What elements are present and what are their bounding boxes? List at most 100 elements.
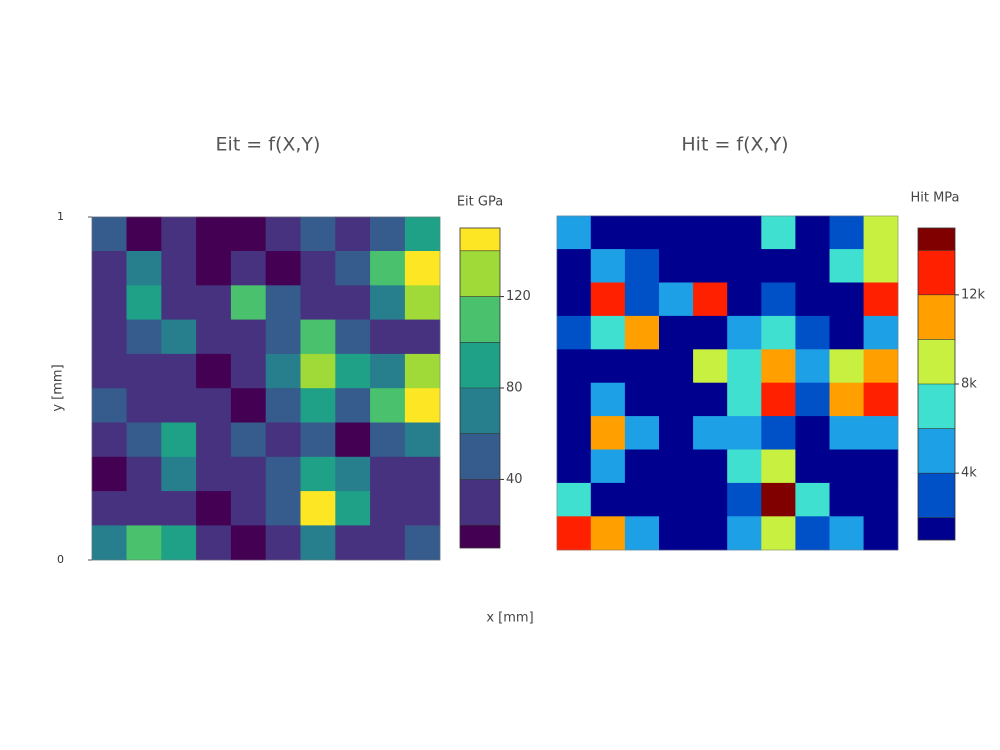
contour-cell [727,516,762,551]
contour-cell [829,382,865,417]
contour-cell [126,251,162,286]
contour-cell [590,215,626,250]
contour-cell [404,456,441,492]
contour-cell [265,251,302,286]
contour-cell [863,482,899,517]
contour-cell [590,416,626,451]
contour-cell [693,416,728,451]
contour-cell [404,319,441,355]
contour-cell [126,525,162,561]
contour-cell [91,285,128,321]
contour-cell [335,216,371,252]
contour-cell [727,215,762,250]
contour-cell [161,285,197,321]
contour-cell [556,249,592,284]
colorbar-tick-label: 40 [506,472,523,487]
contour-cell [590,482,626,517]
colorbar-band [918,228,955,251]
contour-cell [404,525,441,561]
contour-cell [91,456,128,492]
contour-cell [761,482,796,517]
contour-cell [658,315,694,350]
contour-cell [658,349,694,384]
contour-cell [829,449,865,484]
contour-cell [370,422,406,458]
contour-cell [91,525,128,561]
contour-cell [590,349,626,384]
colorbar-tick-label: 120 [506,289,531,304]
colorbar-band [918,517,955,540]
contour-cell [230,216,267,252]
contour-cell [196,422,232,458]
contour-cell [370,216,406,252]
contour-cell [91,251,128,286]
contour-cell [230,285,267,321]
contour-cell [658,215,694,250]
chart-title: Eit = f(X,Y) [216,134,321,156]
contour-cell [693,516,728,551]
contour-cell [335,285,371,321]
colorbar-band [460,479,500,526]
contour-cell [370,491,406,526]
colorbar-band [460,228,500,251]
contour-cell [829,516,865,551]
contour-cell [91,319,128,355]
chart-title: Hit = f(X,Y) [681,134,788,156]
contour-cell [829,282,865,317]
contour-cell [829,482,865,517]
contour-cell [556,449,592,484]
colorbar-band [918,250,955,295]
contour-cell [795,282,831,317]
contour-cell [658,449,694,484]
contour-cell [370,388,406,424]
contour-cell [590,516,626,551]
colorbar-band [918,428,955,474]
contour-cell [556,349,592,384]
contour-cell [230,422,267,458]
contour-cell [693,315,728,350]
contour-cell [126,319,162,355]
contour-cell [265,319,302,355]
colorbar-band [460,388,500,434]
contour-cell [624,382,660,417]
contour-cell [335,456,371,492]
contour-cell [795,482,831,517]
contour-cell [126,456,162,492]
contour-cell [370,353,406,389]
contour-cell [300,422,336,458]
contour-cell [335,388,371,424]
contour-cell [196,456,232,492]
contour-cell [91,353,128,389]
contour-cell [91,491,128,526]
contour-cell [727,482,762,517]
contour-cell [300,456,336,492]
contour-cell [404,216,441,252]
contour-cell [624,282,660,317]
contour-cell [300,319,336,355]
contour-cell [727,315,762,350]
contour-cell [196,491,232,526]
contour-cell [404,251,441,286]
contour-cell [91,216,128,252]
contour-cell [556,516,592,551]
colorbar-title: Hit MPa [910,191,959,206]
contour-cell [370,456,406,492]
contour-cell [161,216,197,252]
contour-cell [335,422,371,458]
contour-cell [761,416,796,451]
contour-cell [624,482,660,517]
contour-cell [624,516,660,551]
contour-cell [404,285,441,321]
contour-cell [795,382,831,417]
contour-cell [404,353,441,389]
contour-cell [404,388,441,424]
contour-cell [658,249,694,284]
colorbar-band [460,250,500,297]
colorbar-band [918,384,955,429]
contour-cell [265,525,302,561]
colorbar-title: Eit GPa [457,195,503,210]
contour-cell [624,315,660,350]
contour-cell [265,456,302,492]
contour-cell [761,382,796,417]
contour-cell [829,315,865,350]
